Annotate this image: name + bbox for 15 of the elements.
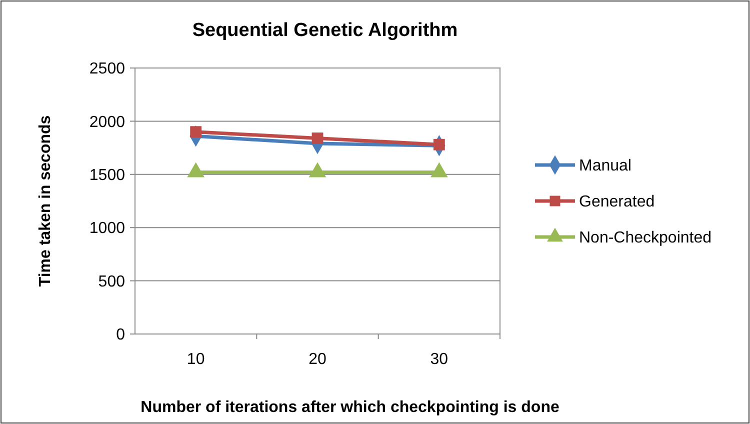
y-tick-label: 0 — [116, 326, 126, 344]
y-tick-label: 500 — [98, 273, 126, 290]
y-axis-title: Time taken in seconds — [37, 115, 54, 287]
chart-title: Sequential Genetic Algorithm — [192, 20, 458, 41]
x-axis-title: Number of iterations after which checkpointing is done — [140, 399, 560, 416]
x-tick-label: 30 — [430, 351, 448, 368]
legend-label: Manual — [579, 158, 632, 175]
y-tick-label: 1500 — [89, 167, 126, 184]
legend-label: Non-Checkpointed — [579, 230, 712, 247]
x-tick-label: 20 — [308, 351, 326, 368]
x-tick-label: 10 — [186, 351, 205, 368]
y-tick-label: 2500 — [89, 60, 126, 78]
y-tick-label: 1000 — [89, 220, 126, 238]
y-tick-label: 2000 — [89, 114, 126, 131]
legend-label: Generated — [579, 194, 655, 211]
